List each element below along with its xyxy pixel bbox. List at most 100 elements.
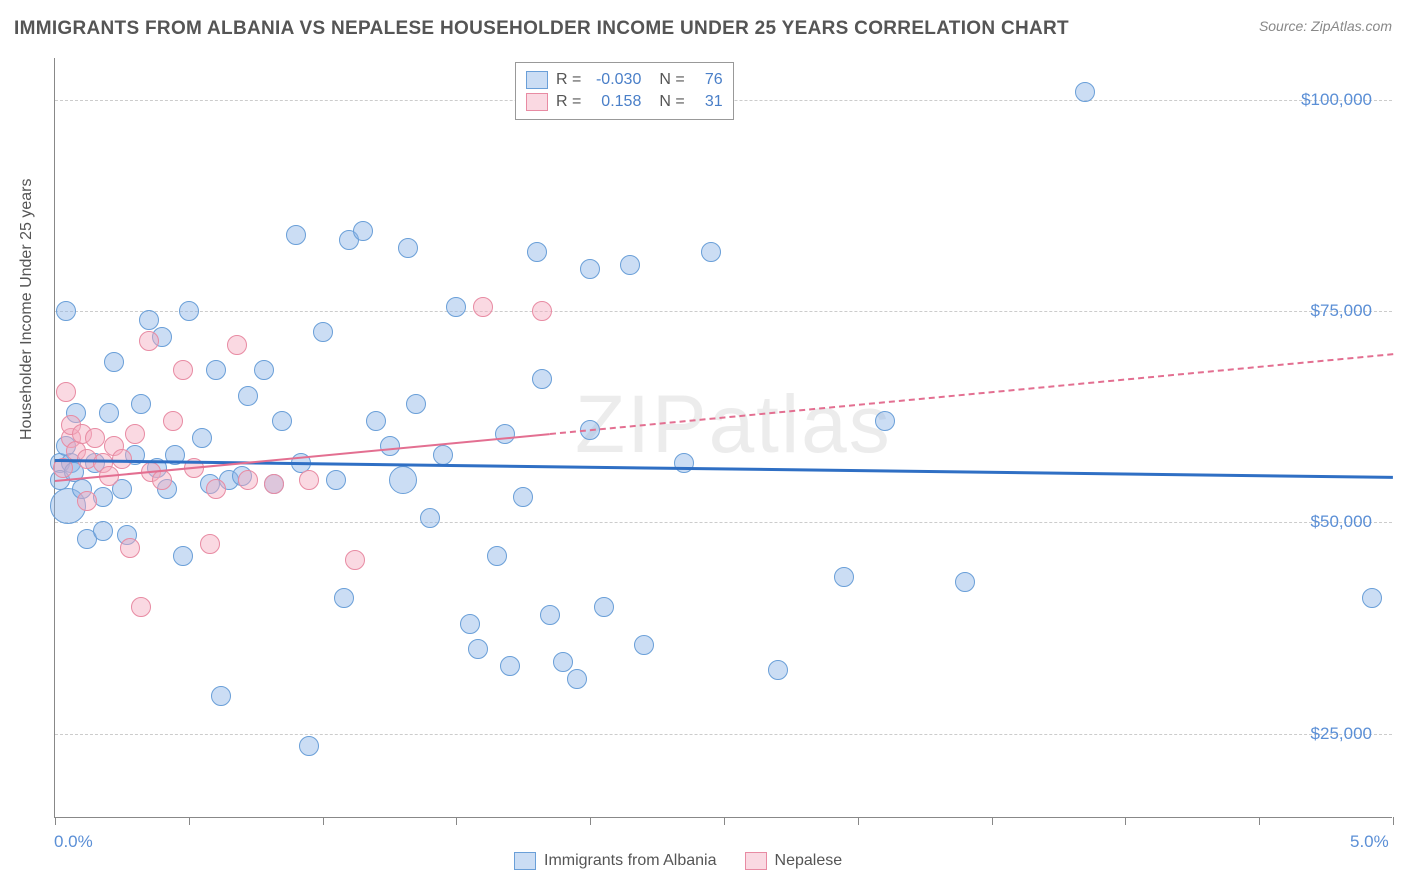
data-point: [353, 221, 373, 241]
data-point: [211, 686, 231, 706]
y-tick-label: $50,000: [1311, 512, 1372, 532]
data-point: [299, 470, 319, 490]
legend-n-label: N =: [659, 93, 684, 111]
trend-line-extrapolated: [550, 354, 1393, 436]
data-point: [179, 301, 199, 321]
data-point: [594, 597, 614, 617]
data-point: [139, 310, 159, 330]
data-point: [527, 242, 547, 262]
data-point: [532, 369, 552, 389]
series-legend-item: Immigrants from Albania: [514, 852, 717, 870]
legend-row: R =-0.030N =76: [526, 69, 723, 91]
legend-n-value: 76: [693, 71, 723, 89]
data-point: [768, 660, 788, 680]
data-point: [620, 255, 640, 275]
data-point: [580, 259, 600, 279]
data-point: [634, 635, 654, 655]
data-point: [272, 411, 292, 431]
data-point: [200, 534, 220, 554]
data-point: [173, 546, 193, 566]
data-point: [334, 588, 354, 608]
data-point: [131, 394, 151, 414]
series-name: Immigrants from Albania: [544, 852, 717, 870]
plot-area: ZIPatlas $25,000$50,000$75,000$100,000R …: [54, 58, 1392, 818]
x-tick-label: 5.0%: [1350, 832, 1389, 852]
data-point: [286, 225, 306, 245]
chart-title: IMMIGRANTS FROM ALBANIA VS NEPALESE HOUS…: [14, 18, 1069, 40]
data-point: [674, 453, 694, 473]
source-label: Source: ZipAtlas.com: [1259, 18, 1392, 34]
data-point: [1075, 82, 1095, 102]
data-point: [834, 567, 854, 587]
gridline: [55, 311, 1392, 312]
x-tick: [724, 817, 725, 825]
data-point: [398, 238, 418, 258]
data-point: [99, 403, 119, 423]
data-point: [299, 736, 319, 756]
x-tick: [55, 817, 56, 825]
data-point: [192, 428, 212, 448]
data-point: [955, 572, 975, 592]
data-point: [264, 474, 284, 494]
data-point: [420, 508, 440, 528]
data-point: [701, 242, 721, 262]
data-point: [553, 652, 573, 672]
data-point: [139, 331, 159, 351]
data-point: [85, 428, 105, 448]
data-point: [473, 297, 493, 317]
x-tick: [1259, 817, 1260, 825]
legend-n-label: N =: [659, 71, 684, 89]
data-point: [56, 382, 76, 402]
data-point: [104, 352, 124, 372]
data-point: [238, 386, 258, 406]
data-point: [125, 424, 145, 444]
data-point: [163, 411, 183, 431]
legend-r-value: 0.158: [589, 93, 641, 111]
x-tick: [992, 817, 993, 825]
data-point: [313, 322, 333, 342]
x-tick: [323, 817, 324, 825]
data-point: [875, 411, 895, 431]
data-point: [513, 487, 533, 507]
data-point: [206, 360, 226, 380]
x-tick: [1393, 817, 1394, 825]
legend-swatch: [745, 852, 767, 870]
data-point: [326, 470, 346, 490]
x-tick-label: 0.0%: [54, 832, 93, 852]
data-point: [120, 538, 140, 558]
legend-swatch: [526, 93, 548, 111]
data-point: [131, 597, 151, 617]
series-legend-item: Nepalese: [745, 852, 843, 870]
data-point: [406, 394, 426, 414]
legend-swatch: [526, 71, 548, 89]
y-axis-label: Householder Income Under 25 years: [18, 179, 36, 440]
data-point: [254, 360, 274, 380]
data-point: [93, 521, 113, 541]
x-tick: [858, 817, 859, 825]
x-tick: [456, 817, 457, 825]
x-tick: [189, 817, 190, 825]
data-point: [56, 301, 76, 321]
data-point: [532, 301, 552, 321]
data-point: [227, 335, 247, 355]
data-point: [567, 669, 587, 689]
data-point: [238, 470, 258, 490]
legend-n-value: 31: [693, 93, 723, 111]
data-point: [206, 479, 226, 499]
x-tick: [1125, 817, 1126, 825]
data-point: [540, 605, 560, 625]
data-point: [500, 656, 520, 676]
data-point: [389, 466, 417, 494]
series-name: Nepalese: [775, 852, 843, 870]
gridline: [55, 734, 1392, 735]
y-tick-label: $75,000: [1311, 301, 1372, 321]
data-point: [468, 639, 488, 659]
y-tick-label: $25,000: [1311, 724, 1372, 744]
gridline: [55, 522, 1392, 523]
data-point: [152, 470, 172, 490]
x-tick: [590, 817, 591, 825]
legend-r-label: R =: [556, 93, 581, 111]
data-point: [446, 297, 466, 317]
data-point: [1362, 588, 1382, 608]
y-tick-label: $100,000: [1301, 90, 1372, 110]
